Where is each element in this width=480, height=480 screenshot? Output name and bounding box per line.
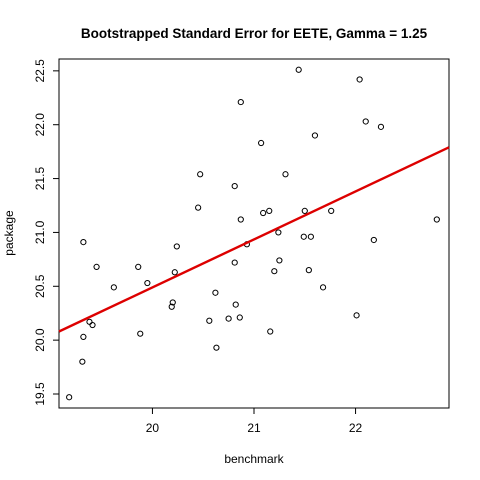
data-point-20 <box>225 315 232 322</box>
data-point-28 <box>258 139 265 147</box>
data-point-16 <box>197 171 204 178</box>
data-point-39 <box>305 267 312 274</box>
data-point-19 <box>213 344 220 351</box>
regression-line <box>58 146 450 333</box>
data-point-17 <box>206 317 213 324</box>
y-tick-label-1: 20.0 <box>33 328 47 352</box>
points-layer <box>66 66 440 401</box>
data-point-18 <box>212 289 219 296</box>
data-point-24 <box>236 314 243 321</box>
data-point-43 <box>328 207 335 214</box>
data-point-10 <box>144 279 151 287</box>
data-point-31 <box>267 328 274 335</box>
data-point-30 <box>266 207 273 214</box>
fit-line-layer <box>58 146 450 333</box>
data-point-44 <box>353 312 360 319</box>
data-point-25 <box>237 98 244 106</box>
data-point-36 <box>295 66 302 73</box>
y-tick-label-0: 19.5 <box>33 382 47 406</box>
data-point-48 <box>377 123 385 130</box>
data-point-47 <box>370 236 377 244</box>
data-point-35 <box>282 171 289 178</box>
y-tick-label-2: 20.5 <box>33 274 47 298</box>
data-point-7 <box>110 284 117 291</box>
data-point-13 <box>171 269 178 276</box>
data-point-11 <box>168 303 175 310</box>
y-tick-label-4: 21.5 <box>33 167 47 191</box>
y-axis-label: package <box>2 210 16 256</box>
data-point-41 <box>311 132 319 139</box>
data-point-15 <box>195 204 202 211</box>
data-point-3 <box>80 239 87 246</box>
data-point-46 <box>362 118 369 125</box>
data-point-8 <box>135 263 142 270</box>
data-point-37 <box>300 233 307 240</box>
data-point-42 <box>319 284 327 291</box>
data-point-26 <box>237 216 244 223</box>
x-tick-label-1: 21 <box>247 421 261 435</box>
data-point-22 <box>231 183 238 190</box>
data-point-1 <box>79 358 86 365</box>
y-axis: 19.5 20.0 20.5 21.0 21.5 22.0 22.5 <box>33 59 59 406</box>
data-point-14 <box>173 243 180 250</box>
data-point-12 <box>169 299 176 306</box>
chart-title: Bootstrapped Standard Error for EETE, Ga… <box>81 26 428 41</box>
data-point-45 <box>356 76 363 83</box>
x-tick-label-2: 22 <box>349 421 363 435</box>
data-point-4 <box>86 318 93 325</box>
data-point-0 <box>66 394 73 401</box>
data-point-2 <box>80 333 87 341</box>
data-point-34 <box>276 257 283 264</box>
y-tick-label-3: 21.0 <box>33 220 47 244</box>
y-tick-label-6: 22.5 <box>33 59 47 83</box>
data-point-40 <box>307 233 314 240</box>
data-point-9 <box>137 330 144 337</box>
data-point-33 <box>275 229 282 236</box>
data-point-32 <box>271 268 278 275</box>
x-axis-label: benchmark <box>224 452 284 466</box>
x-tick-label-0: 20 <box>146 421 160 435</box>
data-point-23 <box>232 301 239 308</box>
data-point-6 <box>93 263 100 270</box>
data-point-21 <box>231 259 238 266</box>
data-point-5 <box>89 321 96 329</box>
data-point-38 <box>301 207 308 214</box>
y-tick-label-5: 22.0 <box>33 113 47 137</box>
data-point-29 <box>260 209 267 217</box>
data-point-49 <box>433 216 440 223</box>
x-axis: 20 21 22 <box>146 408 363 435</box>
